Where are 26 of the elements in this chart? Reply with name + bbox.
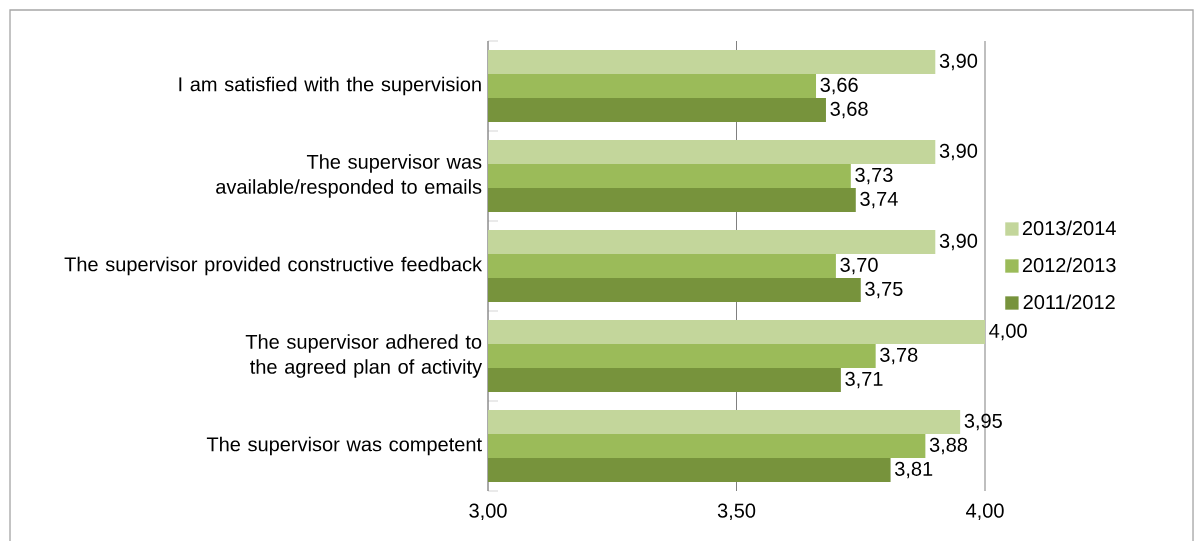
- data-label: 4,00: [989, 323, 1027, 341]
- data-label: 3,78: [880, 347, 918, 365]
- x-tick-label: 4,00: [966, 503, 1004, 521]
- y-tick-label: The supervisor adhered to the agreed plan of activity: [245, 334, 483, 378]
- y-tick-label: I am satisfied with the supervision: [179, 76, 481, 96]
- legend-label: 2013/2014: [1022, 220, 1116, 236]
- data-label: 3,90: [939, 233, 978, 251]
- data-label: 3,74: [860, 191, 898, 209]
- x-tick-label: 3,00: [469, 503, 507, 521]
- x-tick-label: 3,50: [717, 503, 756, 521]
- data-label: 3,88: [929, 437, 968, 455]
- legend-label: 2012/2013: [1022, 257, 1116, 273]
- data-label: 3,70: [840, 257, 878, 275]
- y-tick-label: The supervisor was competent: [206, 436, 482, 456]
- y-tick-label: The supervisor was available/responded to emails: [216, 154, 482, 198]
- data-label: 3,90: [939, 53, 978, 71]
- data-label: 3,95: [964, 413, 1002, 431]
- data-label: 3,73: [855, 167, 893, 185]
- data-label: 3,71: [845, 371, 883, 389]
- y-tick-label: The supervisor provided constructive feedback: [64, 256, 483, 276]
- legend-label: 2011/2012: [1023, 294, 1115, 310]
- data-label: 3,75: [865, 281, 903, 299]
- data-label: 3,66: [820, 77, 858, 95]
- data-label: 3,90: [939, 143, 978, 161]
- data-label: 3,81: [895, 461, 933, 479]
- data-label: 3,68: [830, 101, 868, 119]
